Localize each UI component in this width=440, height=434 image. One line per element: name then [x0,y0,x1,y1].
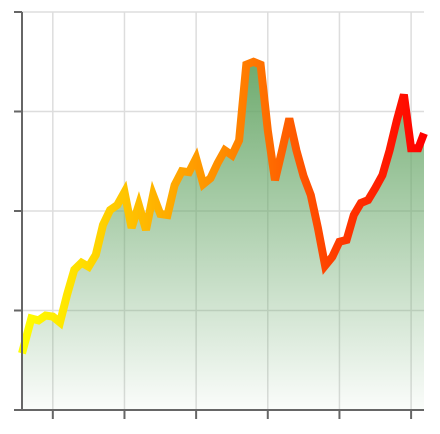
line [18,57,428,355]
area [22,61,424,411]
